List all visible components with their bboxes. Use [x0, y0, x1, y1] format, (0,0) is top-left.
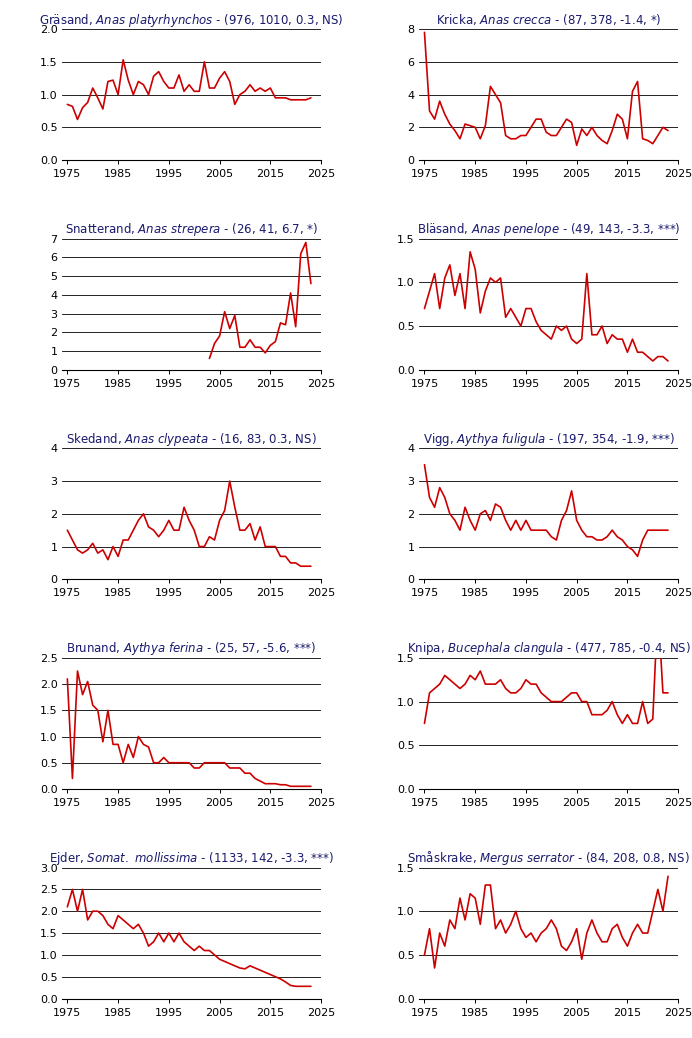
Title: Ejder, $\mathit{Somat.\ mollissima}$ - (1133, 142, -3.3, ***): Ejder, $\mathit{Somat.\ mollissima}$ - (… — [49, 850, 334, 867]
Title: Knipa, $\mathit{Bucephala\ clangula}$ - (477, 785, -0.4, NS): Knipa, $\mathit{Bucephala\ clangula}$ - … — [407, 640, 691, 657]
Title: Gräsand, $\mathit{Anas\ platyrhynchos}$ - (976, 1010, 0.3, NS): Gräsand, $\mathit{Anas\ platyrhynchos}$ … — [39, 11, 344, 28]
Title: Kricka, $\mathit{Anas\ crecca}$ - (87, 378, -1.4, *): Kricka, $\mathit{Anas\ crecca}$ - (87, 3… — [436, 11, 662, 27]
Title: Bläsand, $\mathit{Anas\ penelope}$ - (49, 143, -3.3, ***): Bläsand, $\mathit{Anas\ penelope}$ - (49… — [417, 221, 680, 238]
Title: Vigg, $\mathit{Aythya\ fuligula}$ - (197, 354, -1.9, ***): Vigg, $\mathit{Aythya\ fuligula}$ - (197… — [423, 431, 675, 447]
Title: Småskrake, $\mathit{Mergus\ serrator}$ - (84, 208, 0.8, NS): Småskrake, $\mathit{Mergus\ serrator}$ -… — [408, 849, 690, 867]
Title: Snatterand, $\mathit{Anas\ strepera}$ - (26, 41, 6.7, *): Snatterand, $\mathit{Anas\ strepera}$ - … — [65, 221, 318, 238]
Title: Skedand, $\mathit{Anas\ clypeata}$ - (16, 83, 0.3, NS): Skedand, $\mathit{Anas\ clypeata}$ - (16… — [66, 431, 317, 447]
Title: Brunand, $\mathit{Aythya\ ferina}$ - (25, 57, -5.6, ***): Brunand, $\mathit{Aythya\ ferina}$ - (25… — [66, 640, 317, 657]
